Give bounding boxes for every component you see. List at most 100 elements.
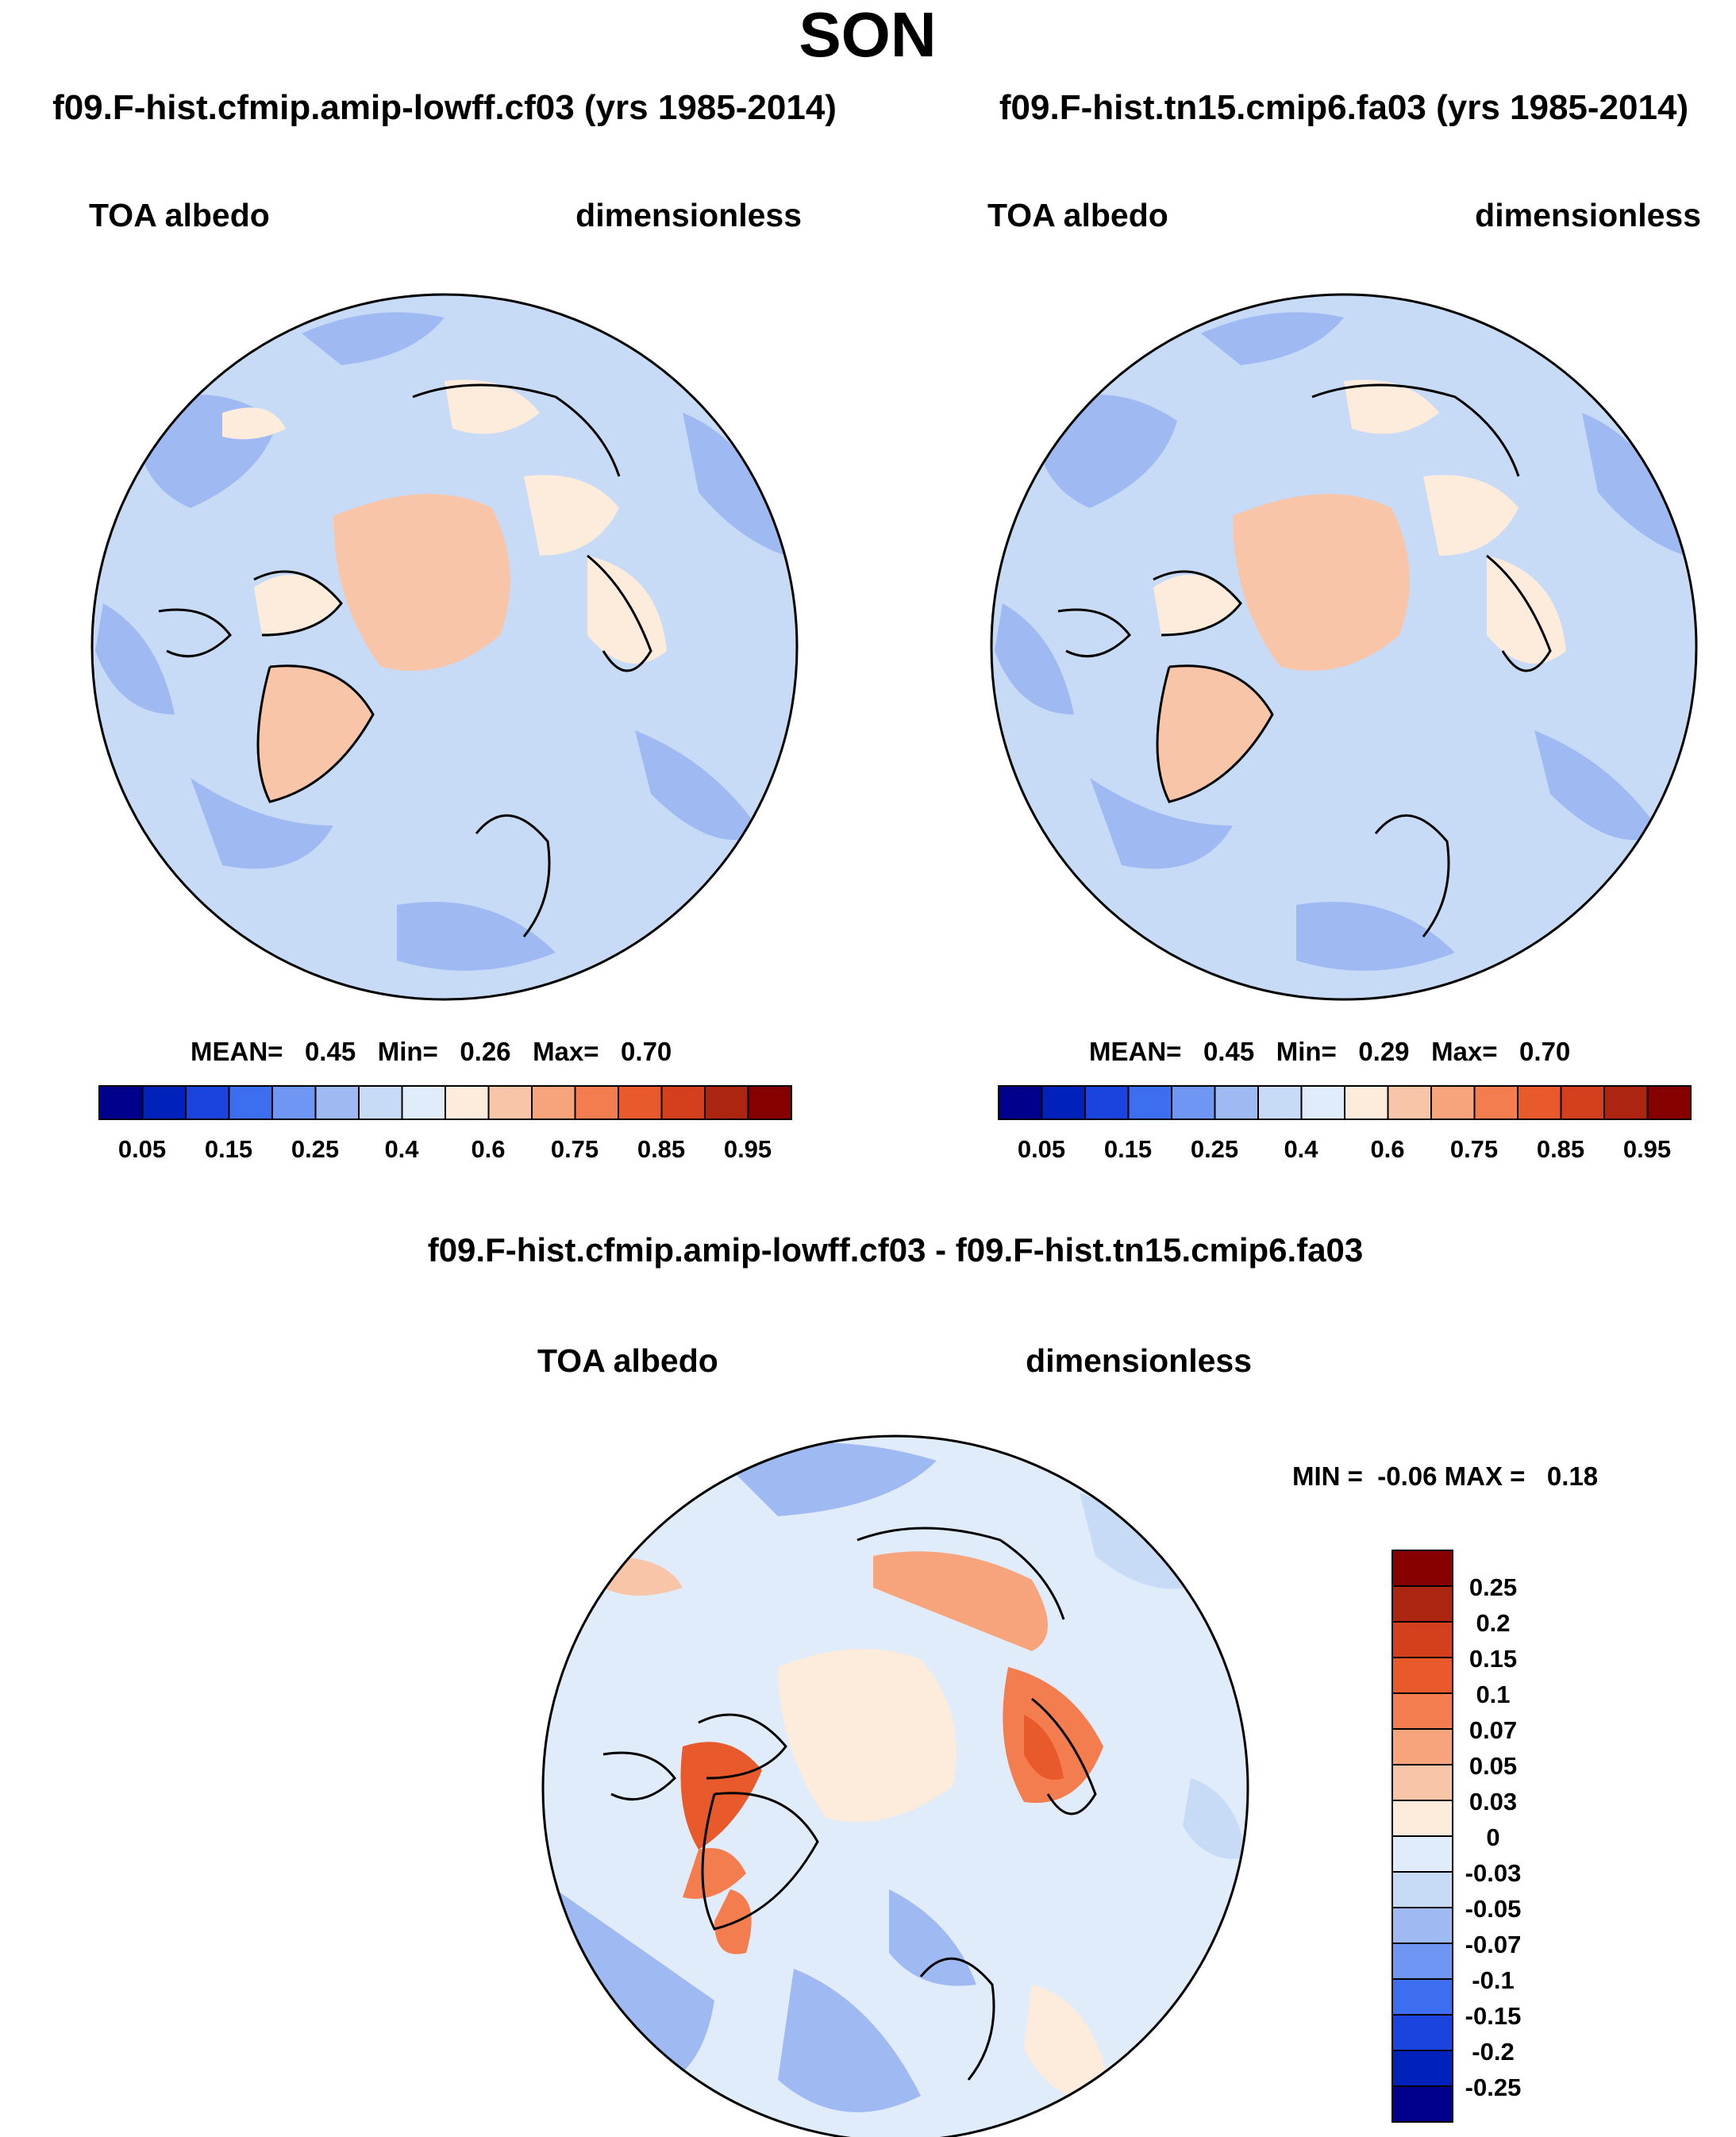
panel1-stats: MEAN= 0.45 Min= 0.26 Max= 0.70 <box>191 1038 672 1065</box>
diff-tick: -0.07 <box>1465 1931 1522 1958</box>
panel2-mean-value: 0.45 <box>1203 1037 1255 1066</box>
diff-tick: 0.07 <box>1468 1716 1518 1744</box>
diff-polar-map <box>543 1436 1248 2137</box>
panel2-min-value: 0.29 <box>1358 1037 1410 1066</box>
diff-case-title: f09.F-hist.cfmip.amip-lowff.cf03 - f09.F… <box>427 1231 1364 1269</box>
panel2-colorbar-swatch <box>1473 1085 1519 1120</box>
panel2-tick: 0.15 <box>1103 1135 1153 1163</box>
panel2-min-label: Min= <box>1276 1037 1337 1066</box>
panel1-colorbar-swatch <box>98 1085 144 1120</box>
diff-tick: 0.03 <box>1468 1788 1518 1815</box>
diff-colorbar-swatch <box>1391 1943 1453 1980</box>
panel1-tick: 0.05 <box>117 1135 167 1163</box>
panel1-map-border <box>90 293 799 1001</box>
panel1-max-label: Max= <box>533 1037 599 1066</box>
panel1-colorbar-swatch <box>618 1085 663 1120</box>
diff-colorbar-swatch <box>1391 1585 1453 1623</box>
panel1-min-value: 0.26 <box>460 1037 511 1066</box>
panel1-min-label: Min= <box>377 1037 438 1066</box>
panel1-tick: 0.85 <box>637 1135 686 1163</box>
panel2-colorbar-swatch <box>1430 1085 1476 1120</box>
panel1-mean-value: 0.45 <box>304 1037 356 1066</box>
panel2-tick: 0.25 <box>1190 1135 1239 1163</box>
diff-tick: 0.25 <box>1468 1573 1518 1601</box>
panel1-tick: 0.4 <box>384 1135 419 1163</box>
diff-colorbar-swatch <box>1391 1657 1453 1694</box>
panel2-max-value: 0.70 <box>1519 1037 1571 1066</box>
panel1-tick: 0.25 <box>291 1135 340 1163</box>
diff-tick: -0.2 <box>1472 2038 1515 2066</box>
panel1-colorbar-swatch <box>228 1085 273 1120</box>
diff-colorbar-swatch <box>1391 2014 1453 2051</box>
panel1-variable-label: TOA albedo <box>89 197 270 233</box>
panel2-polar-map <box>991 295 1696 999</box>
panel2-tick: 0.6 <box>1370 1135 1405 1163</box>
panel2-colorbar-swatch <box>1084 1085 1130 1120</box>
panel2-colorbar-swatch <box>1344 1085 1389 1120</box>
panel1-colorbar-swatch <box>445 1085 490 1120</box>
diff-colorbar-swatch <box>1391 1978 1453 2016</box>
diff-tick: -0.05 <box>1465 1895 1522 1923</box>
panel1-colorbar-swatch <box>574 1085 619 1120</box>
diff-colorbar-swatch <box>1391 1835 1453 1873</box>
diff-colorbar-swatch <box>1391 1728 1453 1765</box>
panel1-colorbar-swatch <box>141 1085 187 1120</box>
panel1-tick: 0.75 <box>550 1135 599 1163</box>
diff-colorbar-swatch <box>1391 1800 1453 1837</box>
panel2-tick: 0.85 <box>1536 1135 1585 1163</box>
diff-colorbar-swatch <box>1391 2085 1453 2123</box>
panel2-colorbar-swatch <box>1517 1085 1562 1120</box>
panel1-case-title: f09.F-hist.cfmip.amip-lowff.cf03 (yrs 19… <box>52 88 837 127</box>
panel2-colorbar-swatch <box>1214 1085 1259 1120</box>
panel1-tick: 0.95 <box>723 1135 772 1163</box>
diff-colorbar-swatch <box>1391 1550 1453 1587</box>
diff-colorbar-swatch <box>1391 1692 1453 1730</box>
panel1-polar-map <box>92 295 797 999</box>
panel2-tick: 0.75 <box>1449 1135 1499 1163</box>
panel2-colorbar-swatch <box>1603 1085 1649 1120</box>
panel1-colorbar-swatch <box>660 1085 706 1120</box>
diff-min-max: MIN = -0.06 MAX = 0.18 <box>1292 1461 1599 1491</box>
panel1-colorbar-swatch <box>358 1085 403 1120</box>
diff-variable-label: TOA albedo <box>537 1342 718 1379</box>
panel1-colorbar <box>98 1085 792 1120</box>
panel2-colorbar <box>998 1085 1692 1120</box>
diff-tick: 0.15 <box>1468 1645 1518 1673</box>
panel2-max-label: Max= <box>1431 1037 1498 1066</box>
diff-tick: -0.15 <box>1465 2002 1522 2030</box>
panel2-colorbar-swatch <box>1257 1085 1303 1120</box>
panel1-colorbar-swatch <box>487 1085 533 1120</box>
diff-tick: -0.03 <box>1465 1859 1522 1887</box>
panel2-colorbar-swatch <box>1041 1085 1086 1120</box>
diff-tick: -0.25 <box>1465 2073 1522 2101</box>
panel2-tick: 0.95 <box>1622 1135 1672 1163</box>
diff-tick: 0.2 <box>1476 1609 1511 1637</box>
diff-tick: -0.1 <box>1472 1966 1515 1994</box>
panel1-colorbar-swatch <box>704 1085 749 1120</box>
panel1-colorbar-swatch <box>185 1085 230 1120</box>
panel1-units-label: dimensionless <box>575 197 802 233</box>
diff-units-label: dimensionless <box>1026 1342 1252 1379</box>
diff-colorbar <box>1391 1550 1453 2123</box>
panel2-units-label: dimensionless <box>1475 197 1701 233</box>
panel1-mean-label: MEAN= <box>191 1037 283 1066</box>
panel2-mean-label: MEAN= <box>1089 1037 1182 1066</box>
diff-colorbar-swatch <box>1391 1621 1453 1658</box>
diff-tick: 0 <box>1486 1823 1500 1851</box>
panel2-tick: 0.4 <box>1284 1135 1318 1163</box>
diff-colorbar-swatch <box>1391 2050 1453 2087</box>
diff-colorbar-swatch <box>1391 1871 1453 1908</box>
panel1-tick: 0.15 <box>204 1135 253 1163</box>
panel2-colorbar-swatch <box>1127 1085 1172 1120</box>
diff-map-border <box>541 1434 1249 2137</box>
page-title: SON <box>799 0 937 70</box>
panel2-variable-label: TOA albedo <box>987 197 1168 233</box>
panel1-colorbar-swatch <box>314 1085 360 1120</box>
diff-tick: 0.1 <box>1476 1681 1511 1708</box>
panel2-colorbar-swatch <box>1387 1085 1432 1120</box>
panel1-colorbar-swatch <box>747 1085 792 1120</box>
panel1-colorbar-swatch <box>401 1085 446 1120</box>
panel1-max-value: 0.70 <box>621 1037 672 1066</box>
panel2-colorbar-swatch <box>1300 1085 1345 1120</box>
